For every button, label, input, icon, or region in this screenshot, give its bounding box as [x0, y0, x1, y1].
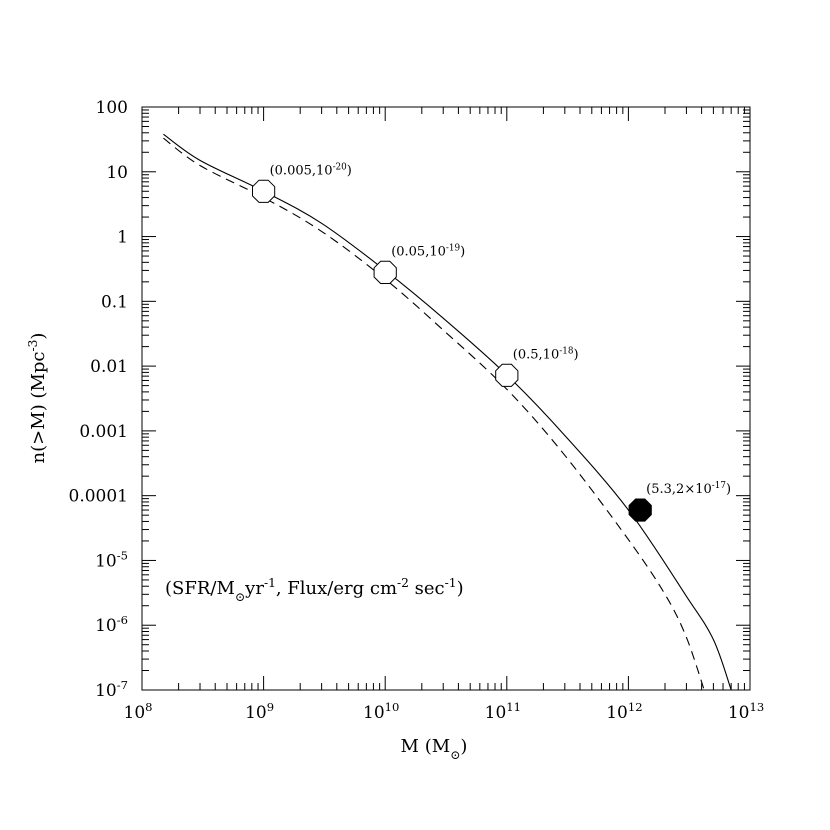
marker-label: (0.005,10-20) — [270, 162, 352, 178]
y-tick-label: 100 — [96, 98, 128, 118]
plot-frame — [141, 106, 751, 691]
x-axis-label: M (M⊙) — [401, 736, 468, 762]
x-tick-label: 1010 — [363, 700, 399, 723]
y-tick-label: 0.01 — [90, 357, 128, 377]
x-tick-label: 109 — [245, 700, 274, 723]
open-marker — [495, 363, 519, 387]
y-tick-label: 10-7 — [95, 678, 128, 701]
y-tick-label: 10-5 — [95, 548, 128, 571]
marker-label: (0.05,10-19) — [391, 243, 465, 259]
marker-label: (5.3,2×10-17) — [646, 481, 731, 497]
x-tick-label: 1011 — [485, 700, 521, 723]
y-tick-label: 10 — [106, 163, 128, 183]
filled-marker — [628, 498, 652, 522]
labels-layer: 108 109 1010 1011 1012 1013 100 10 1 0.1 0.01 0.001… — [69, 98, 765, 723]
y-tick-label: 0.1 — [101, 292, 128, 312]
y-tick-label: 0.001 — [79, 422, 128, 442]
solid-series-line — [163, 133, 732, 691]
ticks-layer — [141, 107, 750, 691]
y-tick-label: 1 — [117, 228, 128, 248]
open-marker — [373, 260, 397, 284]
x-tick-label: 1012 — [606, 700, 642, 723]
open-marker — [252, 179, 276, 203]
x-tick-label: 1013 — [728, 700, 764, 723]
y-tick-label: 0.0001 — [69, 487, 128, 507]
y-tick-label: 10-6 — [95, 613, 128, 636]
sfr-flux-annotation: (SFR/M⊙yr-1, Flux/erg cm-2 sec-1) — [165, 576, 464, 604]
series-layer — [163, 133, 732, 691]
x-tick-label: 108 — [124, 700, 153, 723]
dashed-series-line — [163, 137, 705, 691]
marker-label: (0.5,10-18) — [513, 346, 579, 362]
y-axis-label: n(>M) (Mpc-3) — [26, 333, 49, 464]
markers-layer — [252, 179, 652, 522]
